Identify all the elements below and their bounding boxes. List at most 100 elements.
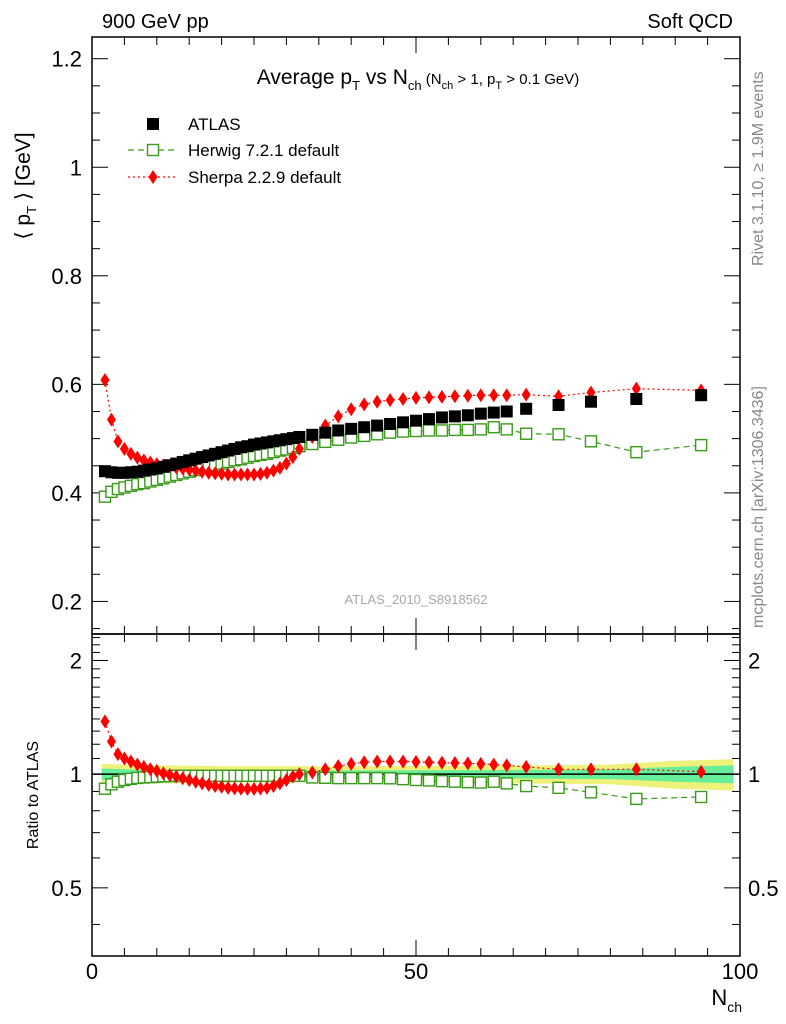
- ratio-sherpa-point: [197, 776, 207, 791]
- main-atlas-point: [487, 406, 500, 419]
- ratio-ytick-label-right: 0.5: [748, 876, 779, 901]
- rivet-version-note: Rivet 3.1.10, ≥ 1.9M events: [750, 71, 767, 266]
- main-herwig-point: [448, 423, 462, 437]
- x-tick-label: 100: [722, 959, 759, 984]
- main-herwig-point: [500, 423, 513, 436]
- ratio-herwig-point: [519, 779, 533, 793]
- main-atlas-point: [118, 466, 131, 479]
- ratio-herwig-point: [409, 773, 423, 787]
- main-herwig-point: [422, 424, 436, 437]
- main-sherpa-point: [210, 466, 220, 481]
- x-axis-label: Nch: [711, 985, 742, 1015]
- ratio-herwig-point: [435, 774, 449, 788]
- legend-herwig-marker: [146, 143, 160, 157]
- ratio-sherpa-point: [165, 767, 175, 782]
- main-sherpa-point: [191, 463, 201, 478]
- main-atlas-point: [332, 424, 345, 437]
- ratio-ytick-label-right: 1: [748, 762, 760, 787]
- ratio-sherpa-point: [450, 756, 460, 771]
- main-sherpa-point: [411, 390, 421, 405]
- main-sherpa-point: [346, 402, 356, 417]
- main-sherpa-point: [288, 450, 298, 465]
- main-herwig-point: [584, 435, 598, 448]
- main-atlas-point: [520, 402, 533, 415]
- ratio-sherpa-point: [230, 781, 240, 796]
- ratio-herwig-point: [396, 772, 410, 786]
- main-panel: 0.2 0.4 0.6 0.8 1 1.2 Average pT vs Nch (Nch …: [12, 36, 741, 635]
- main-sherpa-point: [476, 388, 486, 403]
- main-atlas-point: [306, 428, 319, 441]
- ratio-sherpa-point: [294, 767, 304, 782]
- main-sherpa-point: [333, 409, 343, 424]
- main-ytick-label: 1: [70, 155, 82, 180]
- ratio-sherpa-point: [463, 756, 473, 771]
- mcplots-source-note: mcplots.cern.ch [arXiv:1306.3436]: [750, 386, 767, 628]
- main-sherpa-point: [132, 450, 142, 465]
- ratio-sherpa-point: [554, 762, 564, 777]
- main-ytick-label: 0.4: [51, 481, 82, 506]
- main-herwig-point: [630, 445, 643, 459]
- ratio-sherpa-point: [152, 763, 162, 778]
- main-sherpa-point: [521, 387, 531, 402]
- ratio-herwig-point: [487, 775, 500, 788]
- ratio-sherpa-point: [132, 757, 142, 772]
- ratio-herwig-point: [422, 774, 436, 787]
- main-sherpa-point: [275, 460, 285, 475]
- ratio-sherpa-point: [333, 759, 343, 774]
- ratio-sherpa-point: [631, 762, 641, 777]
- ratio-plot-frame: [91, 633, 741, 957]
- main-sherpa-point: [243, 467, 253, 482]
- main-chart-title: Average pT vs Nch (Nch > 1, pT > 0.1 GeV…: [257, 66, 580, 93]
- header-right-label: Soft QCD: [647, 11, 733, 33]
- main-herwig-point: [694, 438, 708, 452]
- ratio-herwig-point: [332, 771, 345, 785]
- main-sherpa-point: [398, 391, 408, 406]
- main-sherpa-point: [119, 441, 129, 456]
- main-ytick-label: 0.6: [51, 372, 82, 397]
- main-sherpa-point: [463, 388, 473, 403]
- ratio-y-axis-label: Ratio to ATLAS: [25, 741, 42, 849]
- ratio-sherpa-point: [255, 781, 265, 796]
- main-herwig-point: [519, 427, 533, 440]
- ratio-herwig-point: [345, 771, 358, 785]
- ratio-ytick-label-left: 0.5: [51, 876, 82, 901]
- main-sherpa-point: [424, 390, 434, 405]
- ratio-sherpa-point: [126, 754, 136, 769]
- x-tick-label: 0: [86, 959, 98, 984]
- main-atlas-point: [371, 419, 384, 432]
- main-y-axis-label: ⟨ pT ⟩ [GeV]: [12, 132, 39, 239]
- main-sherpa-point: [281, 456, 291, 471]
- main-atlas-point: [358, 421, 371, 434]
- x-tick-labels: 0 50 100: [86, 959, 758, 984]
- legend-sherpa-marker: [148, 170, 158, 184]
- main-sherpa-point: [236, 467, 246, 482]
- ratio-sherpa-point: [489, 757, 499, 772]
- ratio-herwig-point: [552, 781, 565, 795]
- main-ticks: [91, 37, 741, 634]
- main-series-layer: [98, 373, 708, 503]
- main-herwig-point: [474, 423, 487, 436]
- ratio-ytick-label-left: 1: [70, 762, 82, 787]
- ratio-sherpa-point: [249, 781, 259, 796]
- main-ytick-labels: 0.2 0.4 0.6 0.8 1 1.2: [51, 47, 82, 615]
- ratio-herwig-point: [474, 776, 487, 789]
- ratio-sherpa-point: [139, 759, 149, 774]
- main-atlas-point: [293, 430, 306, 443]
- ratio-sherpa-point: [217, 779, 227, 794]
- main-atlas-point: [474, 407, 487, 420]
- legend-sherpa-label: Sherpa 2.2.9 default: [188, 168, 341, 187]
- ratio-sherpa-point: [262, 780, 272, 795]
- main-sherpa-point: [197, 464, 207, 479]
- main-herwig-point: [487, 421, 500, 434]
- main-sherpa-point: [359, 397, 369, 412]
- main-atlas-point: [254, 437, 267, 450]
- ratio-herwig-point: [357, 771, 371, 785]
- main-herwig-point: [552, 428, 565, 441]
- main-atlas-point: [345, 422, 358, 435]
- main-herwig-point: [435, 424, 449, 437]
- main-sherpa-point: [372, 394, 382, 409]
- main-atlas-point: [448, 410, 461, 423]
- legend-atlas-label: ATLAS: [188, 115, 241, 134]
- main-sherpa-point: [450, 389, 460, 404]
- ratio-sherpa-point: [437, 755, 447, 770]
